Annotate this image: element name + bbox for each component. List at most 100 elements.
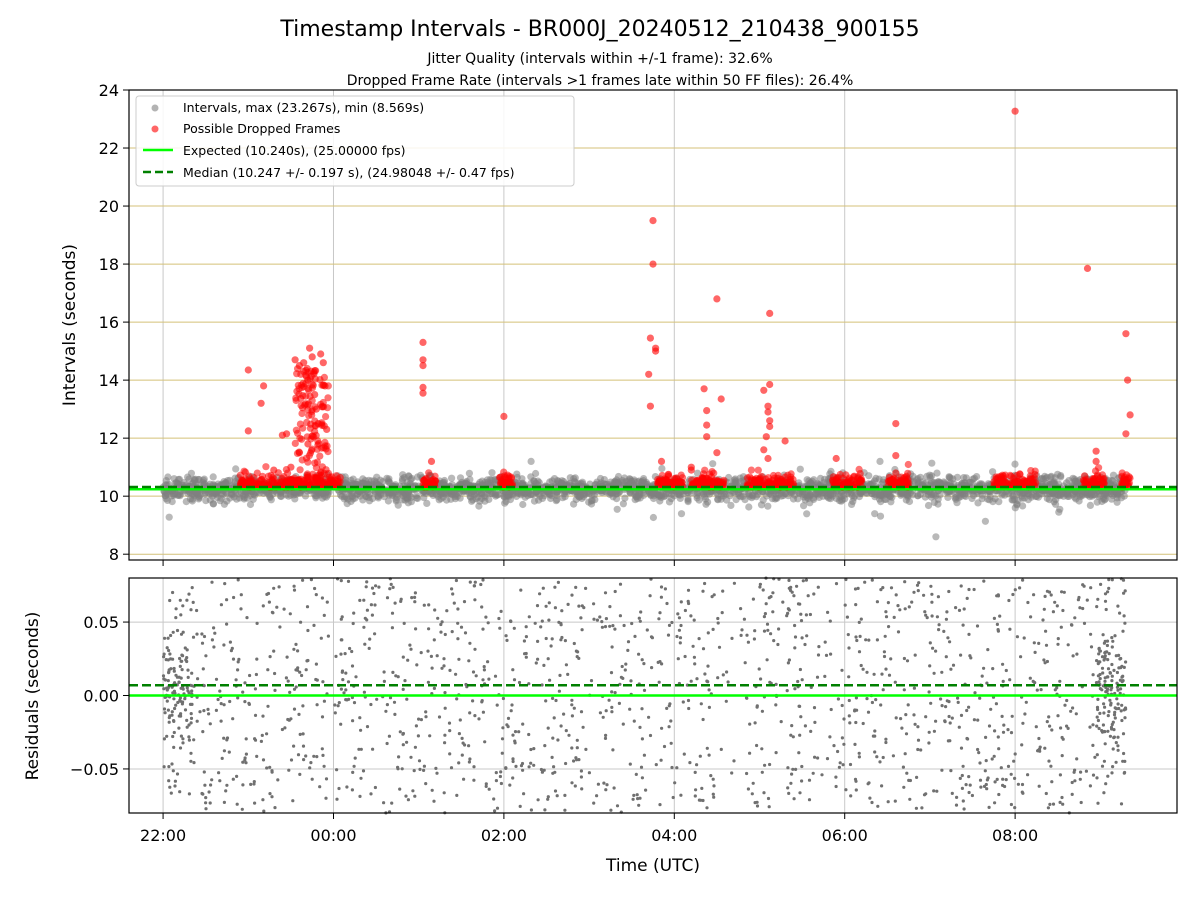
residual-point (693, 794, 697, 798)
residual-point (848, 721, 852, 725)
residual-point (633, 634, 637, 639)
residual-point (210, 638, 214, 642)
residual-point (857, 751, 861, 755)
residual-point (414, 724, 418, 728)
residual-point (687, 706, 691, 711)
residual-point (393, 712, 397, 717)
residual-point (424, 710, 428, 714)
residual-point (474, 674, 478, 678)
residual-point (589, 679, 594, 683)
residual-point (997, 792, 1001, 797)
residual-point (595, 794, 599, 798)
interval-point (1108, 495, 1116, 503)
dropped-frame-point (331, 476, 339, 484)
residual-point (659, 595, 664, 599)
residual-point (253, 737, 257, 741)
residual-point (364, 585, 368, 589)
residual-point (629, 679, 633, 683)
residual-point (967, 632, 971, 637)
interval-point (955, 491, 964, 499)
residual-point (370, 613, 374, 617)
residual-point (880, 672, 884, 676)
residual-point (391, 670, 395, 675)
residual-point (1123, 621, 1127, 625)
residual-point (511, 776, 515, 780)
residual-point (894, 716, 898, 720)
dropped-frame-point (319, 359, 327, 367)
residual-point (191, 600, 195, 605)
residual-point (881, 755, 885, 760)
residual-point (527, 615, 531, 619)
residual-point (924, 715, 928, 719)
interval-point (614, 472, 623, 481)
interval-point (621, 494, 629, 502)
residual-point (608, 605, 612, 609)
interval-point (206, 490, 214, 498)
dropped-frame-point (892, 452, 900, 460)
residual-point (716, 616, 720, 621)
residual-point (932, 729, 937, 733)
residual-point (612, 786, 616, 790)
residual-point (359, 776, 363, 780)
residual-point (241, 690, 245, 694)
residual-point (1091, 773, 1096, 777)
dropped-frame-point (262, 463, 270, 471)
residual-point (797, 751, 801, 755)
residual-point (1110, 645, 1114, 649)
residual-point (375, 697, 379, 701)
residual-point (1061, 737, 1065, 741)
residual-point (927, 730, 931, 734)
residual-point (462, 777, 466, 781)
residual-point (990, 757, 994, 761)
residual-point (1032, 593, 1036, 597)
residual-point (482, 668, 486, 672)
residual-point (998, 614, 1002, 618)
residual-point (1032, 641, 1036, 645)
residual-point (872, 672, 876, 676)
residual-point (292, 647, 296, 651)
residual-point (639, 765, 644, 769)
interval-point (804, 494, 812, 503)
dropped-frame-point (760, 386, 768, 394)
residual-point (362, 625, 366, 629)
residual-point (640, 707, 644, 711)
dropped-frame-point (703, 407, 711, 415)
residual-point (996, 735, 1000, 739)
residual-point (282, 607, 286, 611)
residual-point (481, 578, 485, 582)
residual-point (1011, 592, 1015, 597)
dropped-frame-point (766, 309, 774, 317)
residual-point (314, 593, 318, 597)
dropped-frame-point (760, 446, 768, 454)
residual-point (539, 625, 543, 629)
residual-point (931, 646, 935, 650)
interval-point (933, 469, 941, 477)
interval-point (276, 489, 285, 497)
residual-point (580, 628, 584, 632)
residual-point (301, 732, 305, 736)
dropped-frame-point (300, 359, 308, 367)
residual-point (957, 608, 962, 613)
residual-point (448, 729, 452, 733)
residual-point (167, 779, 171, 783)
residual-point (634, 772, 638, 777)
residual-point (632, 719, 636, 723)
residual-point (566, 672, 570, 677)
interval-point (591, 481, 599, 489)
residual-point (575, 758, 579, 762)
dropped-frame-point (304, 440, 312, 448)
residual-point (764, 602, 768, 606)
residual-point (1059, 625, 1063, 629)
residual-point (659, 758, 663, 762)
residual-point (966, 737, 970, 741)
residual-point (315, 755, 319, 759)
residual-point (970, 793, 975, 798)
dropped-frame-point (504, 471, 512, 479)
residual-point (204, 796, 208, 800)
residual-point (961, 799, 965, 803)
residual-point (368, 637, 372, 641)
residual-point (893, 680, 897, 684)
residual-point (505, 638, 509, 643)
residual-point (650, 666, 654, 670)
residual-point (1001, 777, 1005, 781)
